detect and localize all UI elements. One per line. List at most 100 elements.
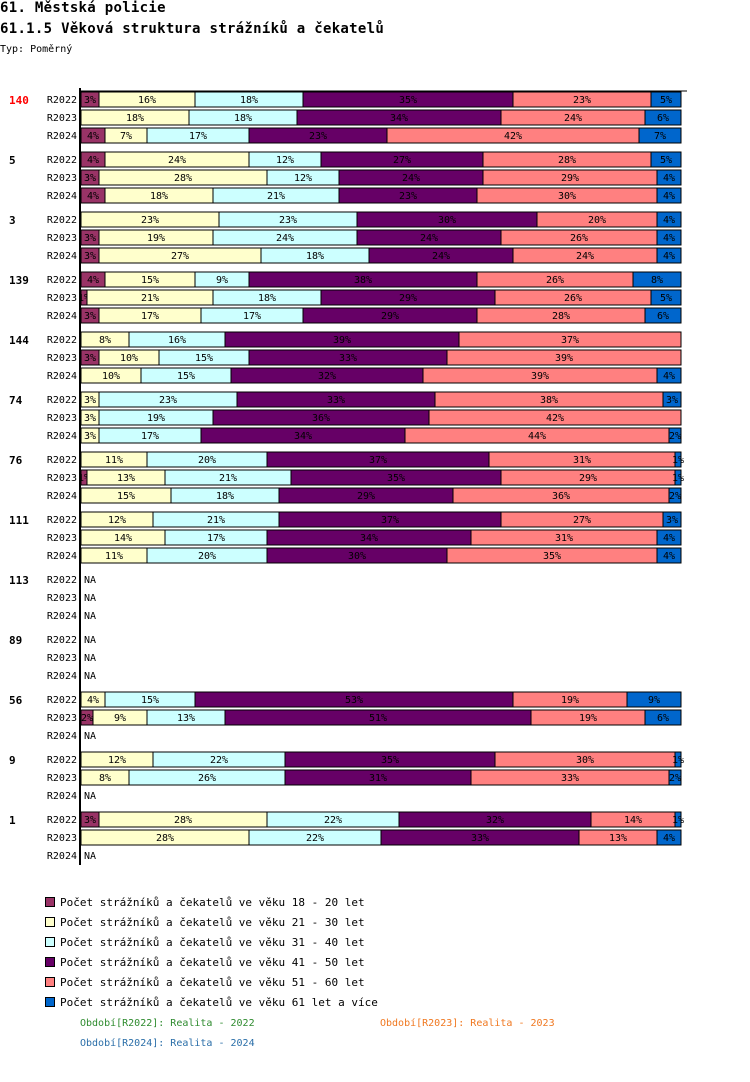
group-label: 76 (9, 454, 23, 467)
bar-value-label: 24% (402, 173, 420, 184)
bar-value-label: 6% (657, 113, 669, 124)
bar-value-label: 22% (324, 815, 342, 826)
chart-type-label: Typ: Poměrný (0, 44, 73, 55)
bar-segment (656, 547, 682, 564)
bar-value-label: 12% (294, 173, 312, 184)
bar-value-label: 23% (159, 395, 177, 406)
bar-value-label: 15% (117, 491, 135, 502)
bar-value-label: 13% (177, 713, 195, 724)
bar-segment (662, 391, 682, 408)
bar-value-label: 27% (573, 515, 591, 526)
chart-title: 61.1.5 Věková struktura strážníků a čeka… (0, 21, 385, 37)
na-label: NA (84, 653, 96, 664)
bar-value-label: 3% (84, 395, 96, 406)
bar-value-label: 17% (207, 533, 225, 544)
bar-value-label: 4% (663, 191, 675, 202)
bar-value-label: 34% (390, 113, 408, 124)
group-label: 111 (9, 514, 29, 527)
period-label: R2024 (47, 551, 77, 562)
bar-value-label: 38% (354, 275, 372, 286)
group-label: 3 (9, 214, 16, 227)
bar-value-label: 20% (198, 455, 216, 466)
na-label: NA (84, 575, 96, 586)
bar-value-label: 18% (126, 113, 144, 124)
bar-segment (656, 247, 682, 264)
bar-value-label: 1% (78, 293, 90, 304)
bar-value-label: 17% (189, 131, 207, 142)
bar-value-label: 18% (216, 491, 234, 502)
bar-value-label: 35% (387, 473, 405, 484)
bar-value-label: 29% (381, 311, 399, 322)
period-label: R2023 (47, 413, 77, 424)
bar-value-label: 24% (432, 251, 450, 262)
bar-value-label: 18% (306, 251, 324, 262)
bar-value-label: 3% (666, 515, 678, 526)
group-label: 5 (9, 154, 16, 167)
bar-value-label: 39% (555, 353, 573, 364)
na-label: NA (84, 731, 96, 742)
bar-value-label: 4% (663, 551, 675, 562)
bar-value-label: 31% (369, 773, 387, 784)
bar-value-label: 32% (318, 371, 336, 382)
bar-value-label: 16% (138, 95, 156, 106)
period-label: R2022 (47, 275, 77, 286)
bar-segment (656, 367, 682, 384)
bar-value-label: 19% (561, 695, 579, 706)
period-label: R2024 (47, 731, 77, 742)
period-label: R2024 (47, 611, 77, 622)
bar-value-label: 21% (141, 293, 159, 304)
bar-value-label: 22% (306, 833, 324, 844)
bar-value-label: 26% (546, 275, 564, 286)
bar-value-label: 2% (81, 713, 93, 724)
bar-value-label: 9% (216, 275, 228, 286)
bar-segment (650, 289, 682, 306)
bar-value-label: 14% (624, 815, 642, 826)
bar-value-label: 3% (84, 233, 96, 244)
period-label: R2024 (47, 671, 77, 682)
na-label: NA (84, 611, 96, 622)
period-label: R2022 (47, 215, 77, 226)
bar-value-label: 13% (609, 833, 627, 844)
bar-segment (626, 691, 682, 708)
bar-value-label: 4% (87, 155, 99, 166)
bar-value-label: 33% (561, 773, 579, 784)
bar-value-label: 2% (669, 773, 681, 784)
bar-value-label: 29% (579, 473, 597, 484)
period-label: R2023 (47, 773, 77, 784)
bar-segment (650, 151, 682, 168)
period-label: R2022 (47, 95, 77, 106)
bar-value-label: 15% (195, 353, 213, 364)
bar-value-label: 29% (357, 491, 375, 502)
bar-value-label: 29% (561, 173, 579, 184)
bar-value-label: 15% (141, 275, 159, 286)
bar-value-label: 24% (576, 251, 594, 262)
period-label: R2024 (47, 431, 77, 442)
bar-segment (668, 769, 682, 786)
bar-value-label: 7% (120, 131, 132, 142)
bar-value-label: 5% (660, 293, 672, 304)
bar-value-label: 42% (504, 131, 522, 142)
bar-value-label: 3% (84, 173, 96, 184)
legend-label: Počet strážníků a čekatelů ve věku 61 le… (60, 995, 378, 1009)
period-label: R2023 (47, 173, 77, 184)
period-label: R2024 (47, 491, 77, 502)
na-label: NA (84, 635, 96, 646)
bar-value-label: 17% (141, 311, 159, 322)
bar-value-label: 21% (267, 191, 285, 202)
bar-value-label: 6% (657, 311, 669, 322)
group-label: 74 (9, 394, 23, 407)
bar-value-label: 26% (564, 293, 582, 304)
bar-value-label: 23% (399, 191, 417, 202)
legend-swatch (45, 997, 55, 1007)
bar-value-label: 14% (114, 533, 132, 544)
bar-value-label: 3% (84, 251, 96, 262)
bar-value-label: 23% (141, 215, 159, 226)
bar-value-label: 17% (141, 431, 159, 442)
bar-value-label: 1% (672, 815, 684, 826)
bar-value-label: 2% (669, 431, 681, 442)
period-label: R2024 (47, 791, 77, 802)
bar-value-label: 34% (294, 431, 312, 442)
bar-value-label: 4% (663, 371, 675, 382)
bar-value-label: 33% (339, 353, 357, 364)
bar-value-label: 15% (177, 371, 195, 382)
